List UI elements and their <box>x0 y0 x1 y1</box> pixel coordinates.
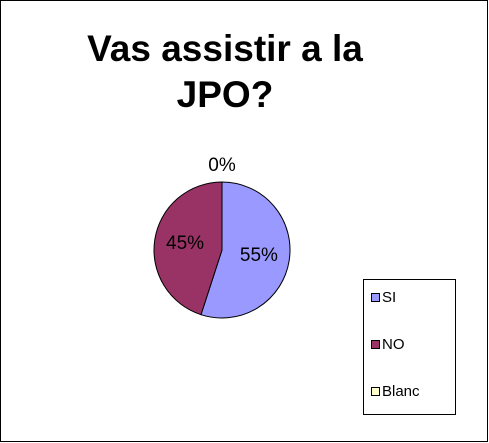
pie-slice <box>200 181 291 319</box>
data-label: 0% <box>208 155 236 176</box>
legend-label: NO <box>382 336 405 353</box>
legend-swatch <box>371 387 380 396</box>
data-label: 45% <box>166 233 204 254</box>
legend-swatch <box>371 293 380 302</box>
chart-title: Vas assistir a la JPO? <box>87 28 363 115</box>
legend-label: SI <box>382 289 396 306</box>
pie-slice <box>153 181 223 316</box>
legend-label: Blanc <box>382 383 420 400</box>
legend-swatch <box>371 340 380 349</box>
data-label: 55% <box>240 245 278 266</box>
